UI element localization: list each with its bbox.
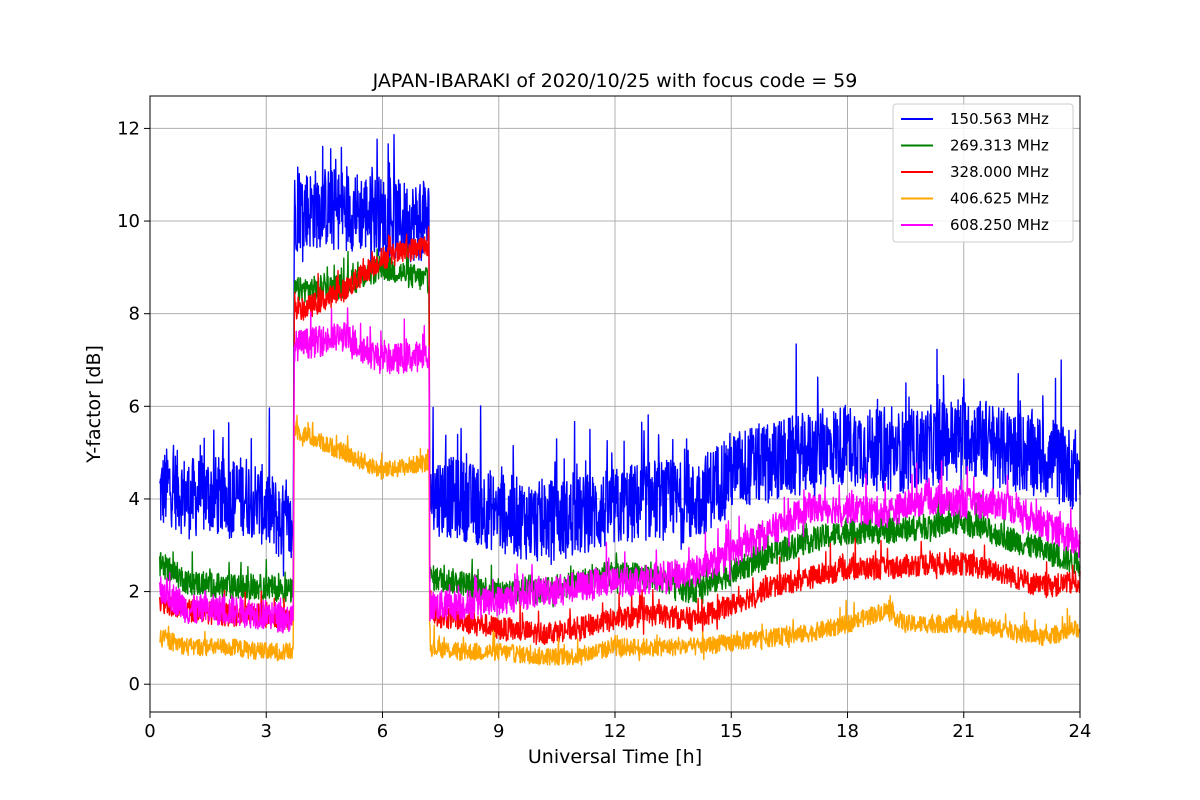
x-tick-label: 12	[604, 721, 627, 742]
series-line	[159, 226, 1081, 646]
legend-label: 406.625 MHz	[950, 190, 1049, 208]
x-tick-label: 24	[1069, 721, 1092, 742]
legend-label: 328.000 MHz	[950, 163, 1049, 181]
series-line	[159, 134, 1081, 577]
y-tick-label: 4	[129, 489, 140, 510]
y-tick-label: 10	[117, 211, 140, 232]
legend-label: 608.250 MHz	[950, 216, 1049, 234]
legend: 150.563 MHz 269.313 MHz 328.000 MHz 406.625…	[892, 103, 1074, 243]
x-tick-label: 0	[144, 721, 155, 742]
y-tick-label: 8	[129, 304, 140, 325]
x-tick-label: 21	[952, 721, 975, 742]
series-line	[159, 414, 1081, 666]
grid	[149, 96, 1081, 712]
y-tick-label: 0	[129, 674, 140, 695]
x-tick-label: 9	[493, 721, 504, 742]
x-tick-label: 6	[377, 721, 388, 742]
x-tick-label: 18	[836, 721, 859, 742]
legend-label: 269.313 MHz	[950, 137, 1049, 155]
x-tick-label: 15	[720, 721, 743, 742]
series-line	[159, 307, 1081, 634]
y-axis-label: Y-factor [dB]	[83, 345, 105, 464]
chart-title: JAPAN-IBARAKI of 2020/10/25 with focus c…	[372, 70, 858, 92]
series-line	[159, 244, 1081, 608]
y-tick-label: 6	[129, 396, 140, 417]
series-lines	[159, 134, 1081, 666]
x-tick-label: 3	[261, 721, 272, 742]
x-axis-label: Universal Time [h]	[528, 746, 702, 768]
y-tick-label: 2	[129, 582, 140, 603]
y-tick-label: 12	[117, 118, 140, 139]
legend-box	[892, 103, 1074, 243]
legend-label: 150.563 MHz	[950, 110, 1049, 128]
